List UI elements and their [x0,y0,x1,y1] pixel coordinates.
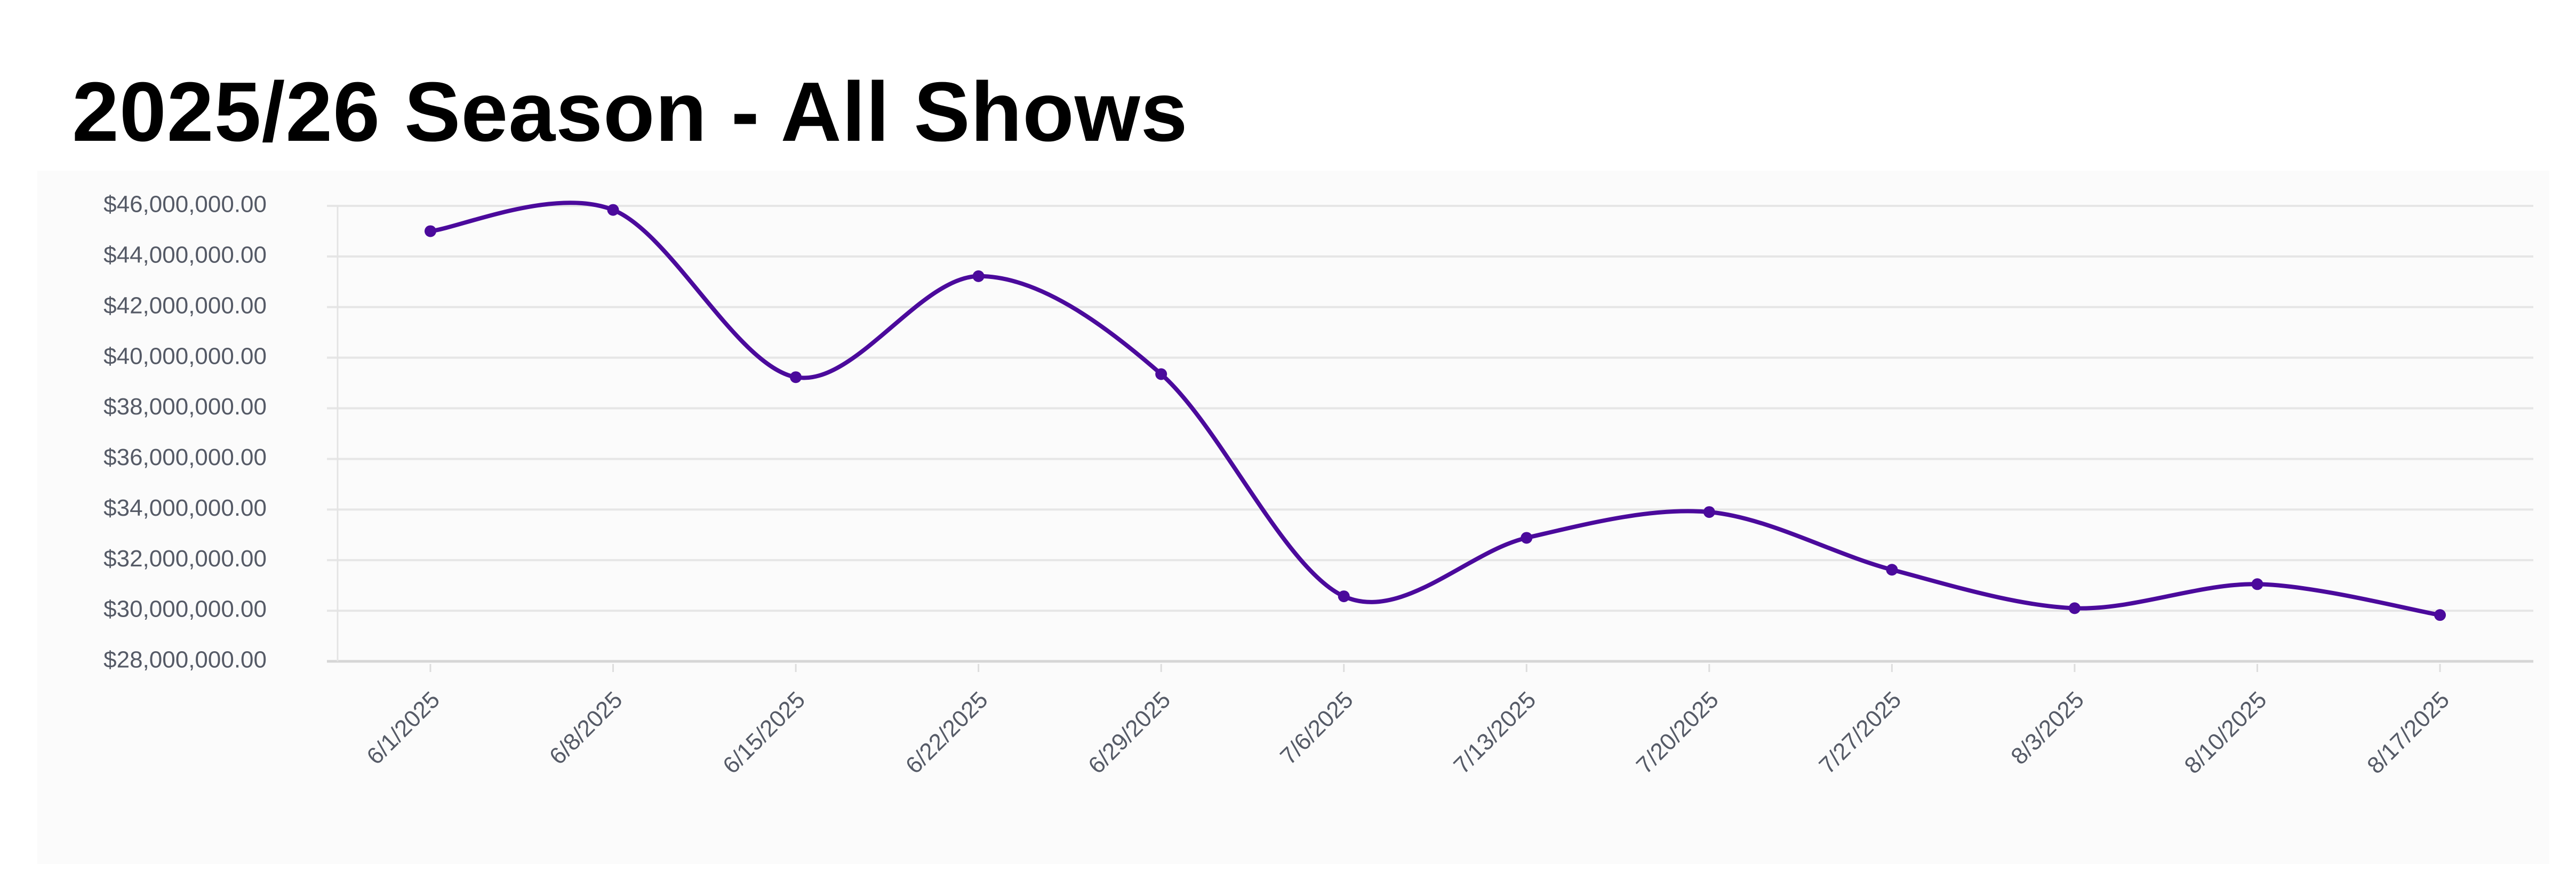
data-point [1338,590,1350,603]
y-tick-label: $44,000,000.00 [103,242,267,268]
data-point [425,225,436,237]
data-point [2434,609,2446,621]
x-tick-label: 7/6/2025 [1275,686,1358,770]
y-tick-label: $32,000,000.00 [103,546,267,572]
x-tick-label: 8/10/2025 [2179,686,2271,779]
x-tick-label: 8/17/2025 [2362,686,2454,779]
y-tick-label: $36,000,000.00 [103,444,267,470]
data-point [1521,532,1533,544]
y-tick-label: $40,000,000.00 [103,343,267,369]
data-point [1155,368,1167,380]
y-tick-label: $30,000,000.00 [103,596,267,622]
data-point [2251,578,2263,590]
x-tick-label: 7/13/2025 [1449,686,1541,779]
x-tick-label: 7/20/2025 [1631,686,1724,779]
data-point [972,270,985,282]
chart-background [37,171,2549,864]
x-tick-label: 6/1/2025 [362,686,445,770]
x-tick-label: 8/3/2025 [2006,686,2089,770]
data-point [1886,564,1898,576]
x-tick-label: 6/29/2025 [1083,686,1175,779]
data-point [1703,506,1715,518]
data-point [2068,602,2081,614]
x-tick-label: 7/27/2025 [1814,686,1906,779]
x-tick-label: 6/22/2025 [901,686,993,779]
y-tick-label: $38,000,000.00 [103,394,267,420]
y-tick-label: $34,000,000.00 [103,495,267,521]
y-tick-label: $28,000,000.00 [103,647,267,673]
y-tick-label: $46,000,000.00 [103,191,267,218]
x-tick-label: 6/8/2025 [545,686,628,770]
y-tick-label: $42,000,000.00 [103,292,267,318]
chart-title: 2025/26 Season - All Shows [72,65,1188,159]
x-tick-label: 6/15/2025 [718,686,810,779]
data-point [607,204,619,216]
data-point [790,371,802,383]
